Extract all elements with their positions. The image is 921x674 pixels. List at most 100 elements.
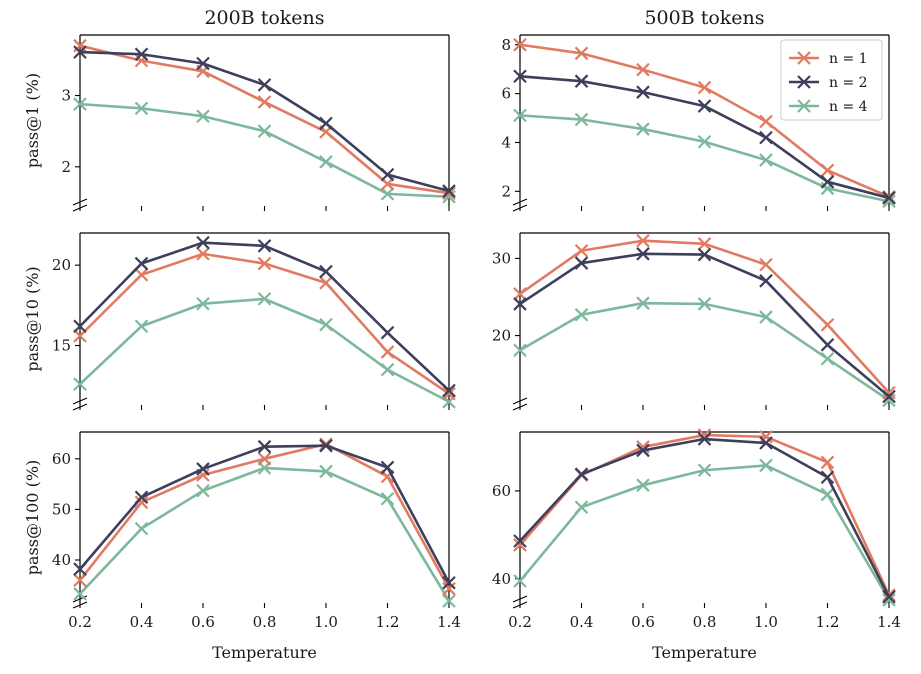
data-point-n1 <box>820 455 835 470</box>
data-point-n4 <box>196 109 210 124</box>
data-point-n4 <box>196 483 210 498</box>
data-point-n1 <box>513 287 527 301</box>
x-tick-label: 0.6 <box>191 613 215 631</box>
data-point-n2 <box>380 167 395 182</box>
chart-panel-6: 0.2 0.4 0.6 0.8 1.0 1.2 1.4 40 60 Temperature <box>492 428 901 662</box>
data-point-n4 <box>134 101 149 116</box>
x-tick-label: 0.8 <box>693 613 717 631</box>
data-point-n4 <box>134 521 149 536</box>
series-n2 <box>513 432 896 604</box>
data-point-n4 <box>697 134 712 149</box>
data-point-n1 <box>574 46 589 61</box>
data-point-n4 <box>574 500 589 514</box>
data-point-n2 <box>574 74 589 88</box>
series-n4 <box>513 458 896 607</box>
data-point-n2 <box>820 338 835 352</box>
x-tick-label: 1.2 <box>376 613 400 631</box>
data-point-n4 <box>134 319 149 334</box>
series-line-n1 <box>519 239 890 394</box>
data-point-n1 <box>882 385 896 400</box>
data-point-n4 <box>380 492 395 506</box>
x-tick-label: 1.2 <box>816 613 840 631</box>
data-point-n2 <box>759 130 773 145</box>
legend-label: n = 2 <box>829 75 868 91</box>
legend-marker <box>797 99 811 113</box>
data-point-n2 <box>513 69 527 84</box>
data-point-n4 <box>380 187 395 201</box>
series-line-n4 <box>519 464 891 601</box>
data-point-n4 <box>380 362 395 377</box>
chart-panel-5: 0.2 0.4 0.6 0.8 1.0 1.2 1.4 40 50 60 pass@100 (%) T… <box>23 431 461 662</box>
y-tick-label: 3 <box>61 87 71 105</box>
data-point-n4 <box>73 377 87 391</box>
axis-break-mark <box>72 397 88 405</box>
data-point-n1 <box>759 430 773 444</box>
data-point-n2 <box>820 175 835 189</box>
data-point-n1 <box>134 268 149 282</box>
series-n2 <box>513 247 896 404</box>
data-point-n4 <box>319 155 333 169</box>
data-point-n2 <box>442 184 456 198</box>
data-point-n2 <box>196 235 210 250</box>
y-tick-label: 40 <box>52 551 71 569</box>
y-axis-label: pass@100 (%) <box>23 460 42 576</box>
chart-panel-2: 2 4 6 8 500B tokens n = 1 n = 2 n = 4 <box>501 7 896 212</box>
axis-break-mark <box>72 198 88 206</box>
legend-marker <box>797 75 811 89</box>
data-point-n4 <box>574 112 589 127</box>
axis-break-mark <box>512 198 528 206</box>
data-point-n2 <box>196 462 210 476</box>
data-point-n2 <box>442 575 456 590</box>
data-point-n4 <box>73 587 87 601</box>
series-n1 <box>513 233 896 400</box>
data-point-n2 <box>257 239 272 253</box>
data-point-n4 <box>820 351 835 366</box>
x-tick-label: 0.4 <box>570 613 594 631</box>
x-tick-label: 0.2 <box>508 613 532 631</box>
legend-entry-n2: n = 2 <box>789 75 868 91</box>
series-n4 <box>513 108 896 209</box>
x-tick-label: 1.0 <box>314 613 338 631</box>
data-point-n2 <box>73 562 87 576</box>
y-tick-label: 30 <box>492 249 511 267</box>
data-point-n1 <box>442 582 456 596</box>
data-point-n4 <box>319 464 333 479</box>
data-point-n4 <box>574 307 589 322</box>
series-n1 <box>513 428 896 602</box>
x-tick-label: 0.8 <box>253 613 277 631</box>
data-point-n4 <box>73 97 87 111</box>
data-point-n4 <box>442 594 456 608</box>
series-line-n2 <box>519 252 890 398</box>
axis-break-mark <box>512 397 528 405</box>
chart-title: 500B tokens <box>644 7 764 29</box>
y-tick-label: 4 <box>501 133 511 151</box>
data-point-n1 <box>73 329 87 343</box>
y-tick-label: 60 <box>492 482 511 500</box>
chart-panel-1: 2 3 200B tokens pass@1 (%) <box>23 7 456 212</box>
series-n2 <box>73 45 456 198</box>
x-tick-label: 0.2 <box>68 613 92 631</box>
series-n4 <box>513 296 896 408</box>
data-point-n4 <box>636 296 650 310</box>
data-point-n2 <box>134 490 149 505</box>
data-point-n4 <box>759 458 773 473</box>
y-tick-label: 6 <box>501 85 511 103</box>
data-point-n1 <box>513 538 527 552</box>
series-n4 <box>73 461 456 608</box>
axis-break-mark <box>72 403 88 411</box>
data-point-n1 <box>759 257 773 272</box>
axis-break-mark <box>512 204 528 212</box>
data-point-n4 <box>636 478 650 492</box>
axis-break-mark <box>72 601 88 609</box>
data-point-n4 <box>636 122 650 136</box>
data-point-n2 <box>196 56 210 71</box>
y-tick-label: 8 <box>501 36 511 54</box>
y-tick-label: 2 <box>61 158 71 176</box>
data-point-n1 <box>759 114 773 129</box>
data-point-n4 <box>759 153 773 167</box>
y-tick-label: 2 <box>501 182 511 200</box>
data-point-n2 <box>882 389 896 404</box>
data-point-n2 <box>134 256 149 271</box>
series-n2 <box>513 69 896 205</box>
